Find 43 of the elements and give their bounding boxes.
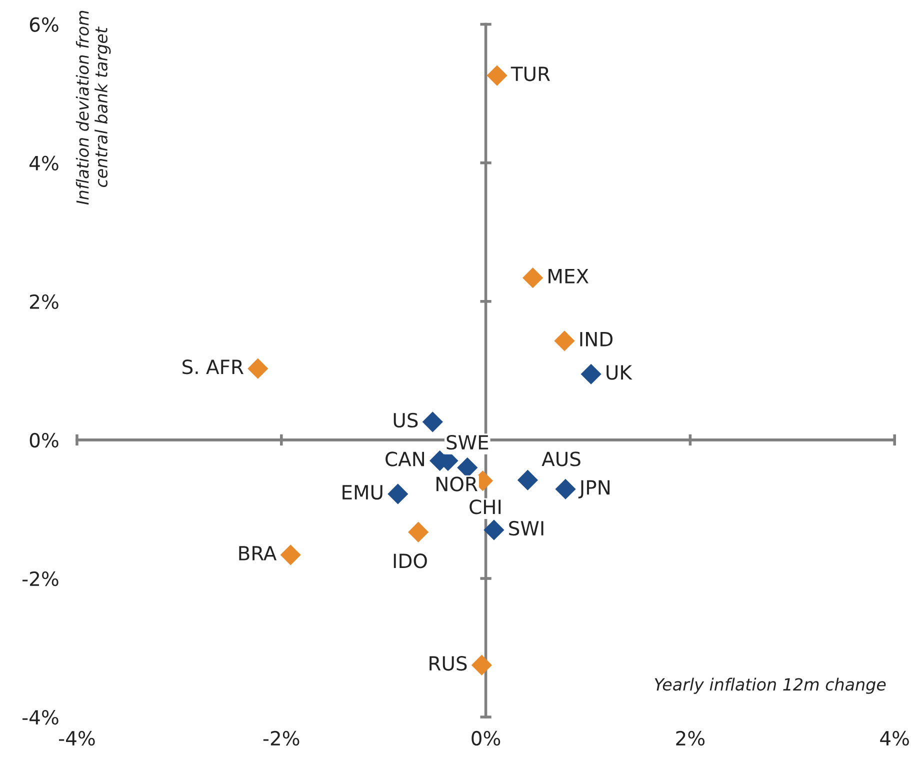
y-tick-label: 6% <box>30 17 58 32</box>
y-tick-label: -2% <box>22 571 58 586</box>
y-tick-label: -4% <box>22 710 58 725</box>
annotation: CHI <box>470 500 501 514</box>
annotation: EMU <box>342 485 382 500</box>
annotation: AUS <box>542 452 580 466</box>
point <box>248 358 268 379</box>
annotation: MEX <box>548 269 588 284</box>
point <box>388 484 408 504</box>
point <box>554 330 575 352</box>
annotation: UK <box>606 365 632 380</box>
annotation: TUR <box>510 66 550 82</box>
y-tick-label: 4% <box>30 156 58 170</box>
point <box>471 654 492 676</box>
point <box>517 470 538 490</box>
point <box>280 544 301 566</box>
point <box>580 364 602 384</box>
point <box>522 268 544 288</box>
annotation: IDO <box>394 554 427 568</box>
x-tick-label: -4% <box>59 730 95 746</box>
annotation: NOR <box>436 476 478 492</box>
x-axis-title: Yearly inflation 12m change <box>654 678 886 694</box>
annotation: CAN <box>386 452 424 466</box>
annotation: SWE <box>446 434 488 450</box>
y-axis-title: Inflation deviation from central bank target <box>76 10 111 205</box>
annotation: S. AFR <box>182 360 244 374</box>
point <box>422 412 443 432</box>
x-tick-label: 2% <box>676 730 705 746</box>
y-tick-label: 2% <box>30 294 58 310</box>
annotation: IND <box>580 332 612 346</box>
annotation: US <box>394 412 418 428</box>
point <box>555 478 576 500</box>
annotation: BRA <box>239 546 277 560</box>
annotation: RUS <box>430 656 467 671</box>
y-tick-label: 0% <box>30 432 58 448</box>
point <box>484 520 504 540</box>
point <box>486 65 508 86</box>
x-tick-label: -2% <box>263 730 300 746</box>
annotation: JPN <box>578 480 610 498</box>
point <box>408 522 429 542</box>
x-tick-label: 0% <box>472 730 500 746</box>
x-tick-label: 4% <box>880 730 909 746</box>
annotation: SWI <box>509 520 544 536</box>
